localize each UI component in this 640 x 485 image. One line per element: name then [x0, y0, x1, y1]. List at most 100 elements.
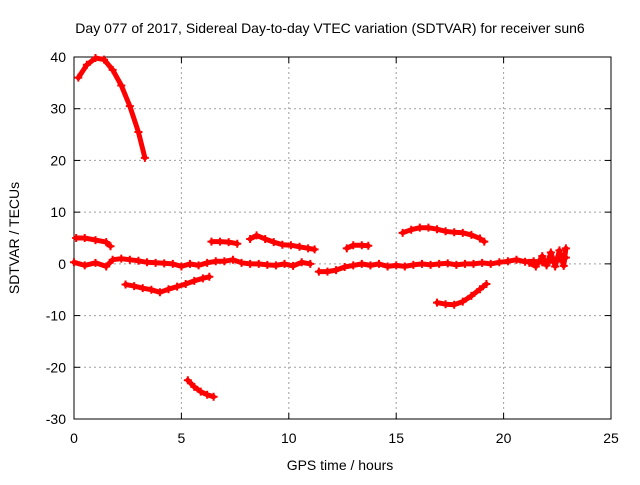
- data-point: [486, 259, 495, 268]
- data-point: [80, 261, 89, 270]
- data-point: [323, 267, 332, 276]
- data-point: [559, 261, 568, 270]
- data-point: [407, 225, 416, 234]
- data-point: [196, 387, 205, 396]
- data-point: [295, 242, 304, 251]
- data-point: [450, 228, 459, 237]
- data-point: [467, 291, 476, 300]
- segment-line: [71, 256, 313, 269]
- segment-arc-neg25: [183, 376, 218, 401]
- data-point: [117, 254, 126, 263]
- data-point: [100, 55, 109, 64]
- data-point: [252, 231, 261, 240]
- data-point: [304, 244, 313, 253]
- segment-arc-4-mid: [207, 237, 242, 248]
- data-point: [495, 258, 504, 267]
- y-tick-label: 40: [50, 49, 66, 65]
- data-point: [478, 258, 487, 267]
- y-tick-label: 30: [50, 101, 66, 117]
- segment-arc-5-nine: [246, 231, 319, 254]
- data-point: [181, 280, 190, 289]
- data-point: [310, 245, 319, 254]
- data-point: [561, 244, 570, 253]
- grid-layer: [74, 57, 611, 419]
- data-point: [424, 223, 433, 232]
- data-point: [433, 298, 442, 307]
- data-point: [340, 262, 349, 271]
- data-point: [349, 241, 358, 250]
- data-point: [246, 235, 255, 244]
- data-point: [460, 259, 469, 268]
- data-layer: [70, 54, 570, 401]
- data-point: [426, 260, 435, 269]
- data-point: [458, 228, 467, 237]
- data-point: [280, 259, 289, 268]
- data-point: [155, 288, 164, 297]
- data-point: [91, 236, 100, 245]
- chart-title: Day 077 of 2017, Sidereal Day-to-day VTE…: [75, 20, 585, 36]
- data-point: [173, 282, 182, 291]
- data-point: [261, 235, 270, 244]
- data-point: [441, 300, 450, 309]
- data-point: [417, 259, 426, 268]
- data-point: [546, 248, 555, 257]
- y-tick-label: 20: [50, 152, 66, 168]
- data-point: [121, 280, 130, 289]
- data-point: [151, 258, 160, 267]
- data-point: [278, 240, 287, 249]
- segment-arc-neg5: [121, 272, 214, 297]
- data-point: [271, 261, 280, 270]
- data-point: [357, 259, 366, 268]
- y-tick-label: 10: [50, 204, 66, 220]
- data-point: [332, 266, 341, 275]
- data-point: [74, 73, 83, 82]
- data-point: [531, 262, 540, 271]
- data-point: [452, 260, 461, 269]
- data-point: [194, 261, 203, 270]
- data-point: [117, 81, 126, 90]
- x-tick-label: 10: [281, 430, 297, 446]
- data-point: [138, 284, 147, 293]
- y-tick-label: 0: [58, 256, 66, 272]
- data-point: [140, 153, 149, 162]
- x-tick-label: 5: [178, 430, 186, 446]
- x-tick-label: 25: [603, 430, 619, 446]
- data-point: [383, 262, 392, 271]
- data-point: [555, 246, 564, 255]
- data-point: [70, 258, 78, 267]
- data-point: [400, 262, 409, 271]
- y-tick-label: -20: [46, 359, 66, 375]
- data-point: [198, 274, 207, 283]
- data-point: [450, 300, 459, 309]
- data-point: [190, 382, 199, 391]
- y-tick-label: -10: [46, 308, 66, 324]
- data-point: [366, 261, 375, 270]
- plot-frame: [73, 56, 612, 420]
- data-point: [91, 258, 100, 267]
- data-point: [130, 282, 139, 291]
- data-point: [237, 258, 246, 267]
- data-point: [398, 228, 407, 237]
- data-point: [185, 259, 194, 268]
- data-point: [125, 255, 134, 264]
- data-point: [475, 234, 484, 243]
- data-point: [203, 390, 212, 399]
- data-point: [314, 267, 323, 276]
- data-point: [147, 285, 156, 294]
- data-point: [134, 127, 143, 136]
- data-point: [551, 262, 560, 271]
- data-point: [433, 225, 442, 234]
- y-tick-label: -30: [46, 411, 66, 427]
- data-point: [164, 285, 173, 294]
- data-point: [269, 238, 278, 247]
- data-point: [168, 259, 177, 268]
- data-point: [512, 255, 521, 264]
- segment-arc-neg7: [433, 280, 491, 309]
- data-point: [435, 259, 444, 268]
- data-point: [246, 259, 255, 268]
- x-tick-label: 20: [496, 430, 512, 446]
- data-point: [209, 392, 218, 401]
- segment-arc-0-main: [70, 254, 315, 271]
- data-point: [108, 65, 117, 74]
